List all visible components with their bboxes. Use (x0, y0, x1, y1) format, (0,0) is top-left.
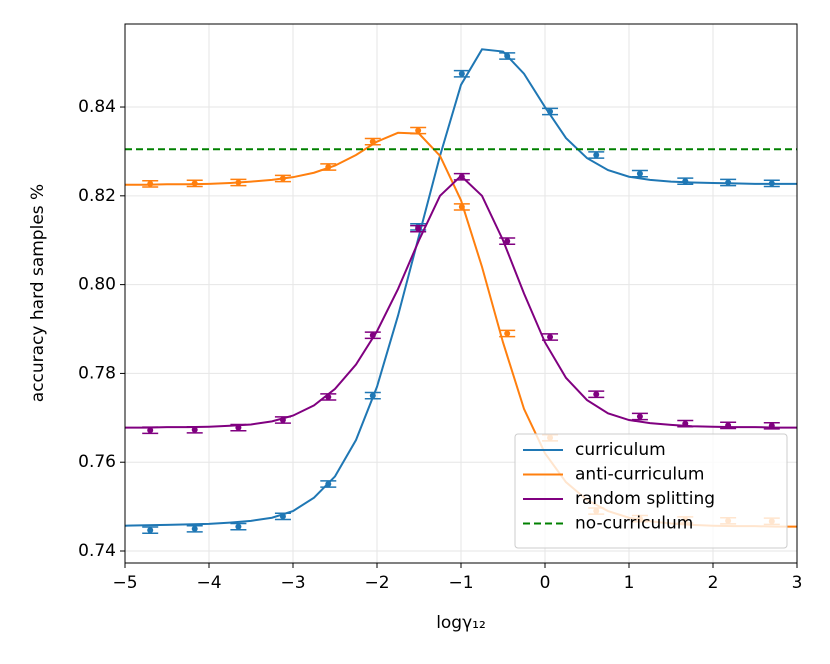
legend-box (514, 433, 788, 549)
x-tick-label: −5 (112, 573, 137, 593)
x-axis-label: logγ₁₂ (436, 613, 486, 633)
data-point (191, 525, 198, 532)
data-point (682, 420, 689, 427)
data-point (191, 180, 198, 187)
y-tick-label: 0.76 (78, 452, 116, 472)
legend-label: no-curriculum (575, 514, 693, 534)
x-tick-label: 3 (792, 573, 803, 593)
legend-label: random splitting (575, 489, 715, 509)
data-point (458, 70, 465, 77)
data-point (369, 332, 376, 339)
data-point (593, 151, 600, 158)
data-point (768, 180, 775, 187)
x-tick-label: 1 (624, 573, 635, 593)
data-point (593, 391, 600, 398)
data-point (279, 417, 286, 424)
data-point (279, 513, 286, 520)
x-tick-label: 2 (708, 573, 719, 593)
data-point (547, 334, 554, 341)
data-point (325, 163, 332, 170)
data-point (636, 170, 643, 177)
data-point (415, 225, 422, 232)
data-point (458, 203, 465, 210)
data-point (725, 179, 732, 186)
data-point (279, 175, 286, 182)
plot-frame (124, 23, 798, 564)
data-point (682, 178, 689, 185)
data-point (235, 424, 242, 431)
y-tick-label: 0.80 (78, 275, 116, 295)
data-point (147, 427, 154, 434)
data-point (504, 52, 511, 59)
legend-label: anti-curriculum (575, 465, 704, 485)
y-axis-label: accuracy hard samples % (28, 184, 48, 402)
y-tick-label: 0.78 (78, 363, 116, 383)
data-point (636, 413, 643, 420)
data-point (547, 108, 554, 115)
data-point (504, 330, 511, 337)
data-point (325, 393, 332, 400)
legend-label: curriculum (575, 440, 666, 460)
data-point (147, 180, 154, 187)
data-point (725, 422, 732, 429)
data-point (369, 138, 376, 145)
y-tick-label: 0.74 (78, 541, 116, 561)
data-point (369, 392, 376, 399)
x-tick-label: −3 (280, 573, 305, 593)
x-tick-label: −1 (448, 573, 473, 593)
data-point (235, 179, 242, 186)
data-point (415, 127, 422, 134)
x-tick-label: 0 (540, 573, 551, 593)
y-tick-label: 0.84 (78, 97, 116, 117)
data-point (325, 480, 332, 487)
x-tick-label: −2 (364, 573, 389, 593)
data-point (768, 422, 775, 429)
data-point (458, 173, 465, 180)
data-point (504, 238, 511, 245)
data-point (235, 523, 242, 530)
x-tick-label: −4 (196, 573, 221, 593)
y-tick-label: 0.82 (78, 186, 116, 206)
data-point (147, 527, 154, 534)
data-point (191, 426, 198, 433)
